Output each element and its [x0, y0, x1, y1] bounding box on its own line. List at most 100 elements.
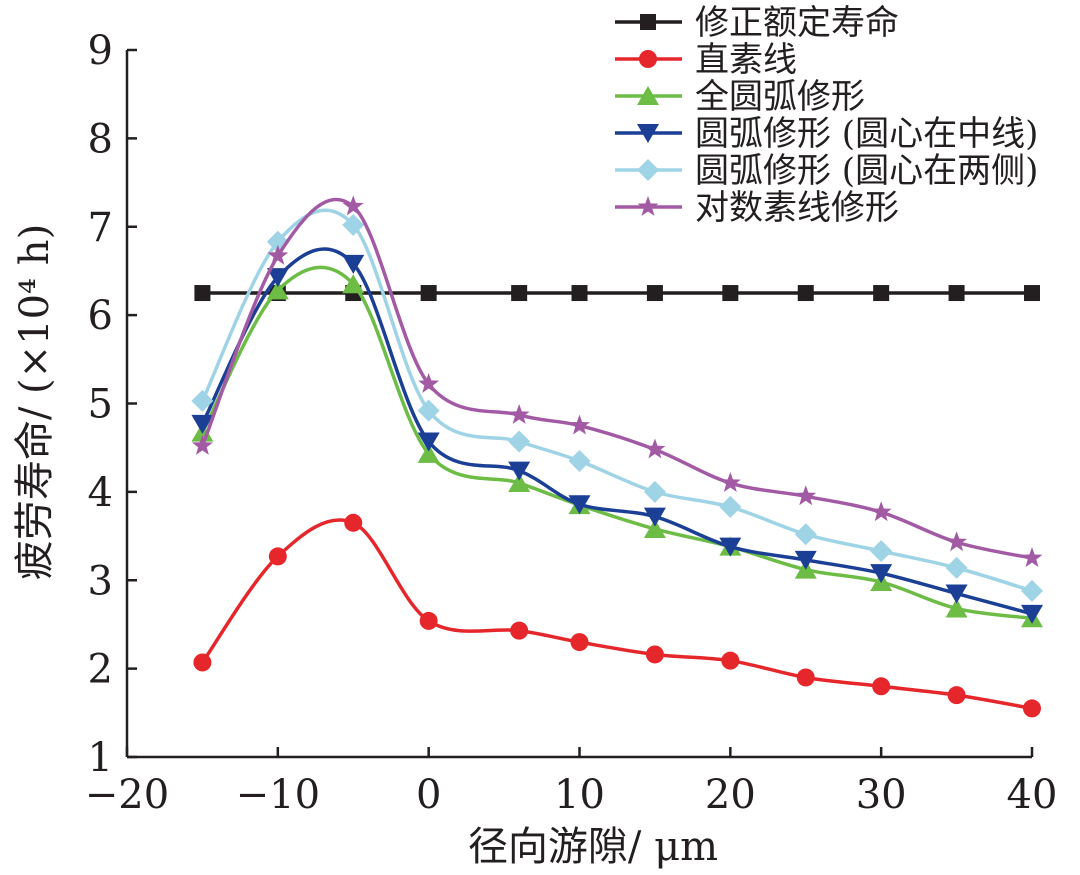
- legend-label: 圆弧修形 (圆心在中线): [695, 114, 1038, 154]
- series-2: [193, 513, 1041, 718]
- data-point: [511, 285, 528, 302]
- x-tick-label: 30: [856, 772, 907, 818]
- data-point: [267, 244, 289, 265]
- legend-marker: [637, 196, 659, 216]
- series-5: [191, 208, 1043, 602]
- data-point: [508, 403, 530, 424]
- data-point: [266, 268, 289, 288]
- data-point: [508, 473, 531, 493]
- data-point: [417, 432, 440, 452]
- x-axis-title: 径向游隙/ μm: [468, 824, 718, 870]
- legend-marker: [639, 50, 657, 68]
- data-point: [342, 195, 364, 216]
- data-point: [945, 584, 968, 604]
- y-tick-label: 5: [88, 382, 113, 428]
- y-tick-label: 9: [88, 28, 113, 74]
- series-3: [191, 265, 1043, 628]
- data-point: [508, 430, 531, 453]
- data-point: [948, 285, 965, 302]
- x-tick-label: 20: [705, 772, 756, 818]
- y-tick-label: 3: [88, 558, 113, 604]
- data-point: [870, 564, 893, 584]
- data-point: [796, 668, 815, 687]
- data-point: [417, 399, 440, 422]
- data-point: [945, 598, 968, 618]
- x-tick-label: −10: [236, 772, 320, 818]
- data-point: [945, 556, 968, 579]
- data-point: [719, 472, 741, 492]
- series-line: [200, 197, 1034, 560]
- data-point: [568, 495, 591, 515]
- x-tick-label: 40: [1007, 772, 1058, 818]
- legend-item: 对数素线修形: [615, 188, 899, 228]
- data-point: [797, 285, 814, 302]
- series-1: [194, 285, 1040, 302]
- data-point: [870, 540, 893, 563]
- data-point: [870, 501, 892, 522]
- legend-item: 修正额定寿命: [615, 3, 899, 43]
- data-point: [719, 495, 742, 518]
- data-point: [193, 653, 212, 672]
- data-point: [344, 513, 363, 532]
- y-tick-label: 1: [88, 735, 113, 781]
- data-point: [646, 285, 663, 302]
- data-point: [947, 686, 966, 705]
- data-point: [1021, 604, 1043, 624]
- data-point: [191, 389, 214, 412]
- y-tick-label: 2: [88, 647, 113, 693]
- data-point: [1024, 285, 1040, 302]
- y-tick-label: 6: [88, 293, 113, 339]
- data-point: [342, 213, 365, 236]
- data-point: [418, 373, 440, 393]
- data-point: [342, 274, 365, 294]
- legend-label: 全圆弧修形: [695, 77, 865, 117]
- x-tick-label: −20: [85, 772, 169, 818]
- series-line: [200, 247, 1034, 616]
- y-tick-label: 7: [88, 205, 113, 251]
- series-4: [191, 247, 1043, 624]
- data-point: [1021, 579, 1043, 602]
- data-point: [191, 434, 213, 455]
- x-tick-label: 10: [554, 772, 605, 818]
- data-point: [643, 480, 666, 503]
- data-point: [570, 633, 589, 652]
- legend-label: 直素线: [695, 40, 797, 80]
- legend-marker: [637, 124, 659, 143]
- data-point: [342, 254, 365, 274]
- data-point: [794, 523, 817, 546]
- data-point: [794, 550, 817, 570]
- data-point: [266, 280, 289, 300]
- axes: −20 −10 0 10 20 30 40 1 2 3 4 5 6 7 8 9: [85, 28, 1058, 818]
- data-point: [719, 537, 742, 557]
- legend-item: 全圆弧修形: [615, 77, 865, 117]
- legend-label: 圆弧修形 (圆心在两侧): [695, 151, 1038, 191]
- data-point: [643, 507, 666, 527]
- data-point: [873, 285, 890, 302]
- data-point: [508, 461, 531, 481]
- data-point: [191, 414, 214, 434]
- data-point: [417, 443, 440, 463]
- series-6: [191, 195, 1043, 568]
- data-point: [510, 621, 529, 640]
- data-point: [946, 531, 968, 552]
- y-tick-label: 8: [88, 116, 113, 162]
- data-point: [644, 438, 666, 459]
- data-point: [643, 518, 666, 538]
- data-point: [1023, 699, 1041, 718]
- data-point: [568, 449, 591, 472]
- data-point: [645, 645, 664, 664]
- legend-marker: [640, 14, 656, 30]
- series-line: [200, 518, 1034, 711]
- legend-label: 对数素线修形: [695, 188, 899, 228]
- data-point: [722, 285, 739, 302]
- x-tick-label: 0: [416, 772, 441, 818]
- y-tick-label: 4: [88, 470, 113, 516]
- legend-label: 修正额定寿命: [695, 3, 899, 43]
- series-line: [200, 265, 1034, 621]
- data-point: [268, 547, 287, 566]
- data-point: [721, 651, 740, 670]
- data-point: [420, 285, 437, 302]
- data-point: [1021, 547, 1043, 568]
